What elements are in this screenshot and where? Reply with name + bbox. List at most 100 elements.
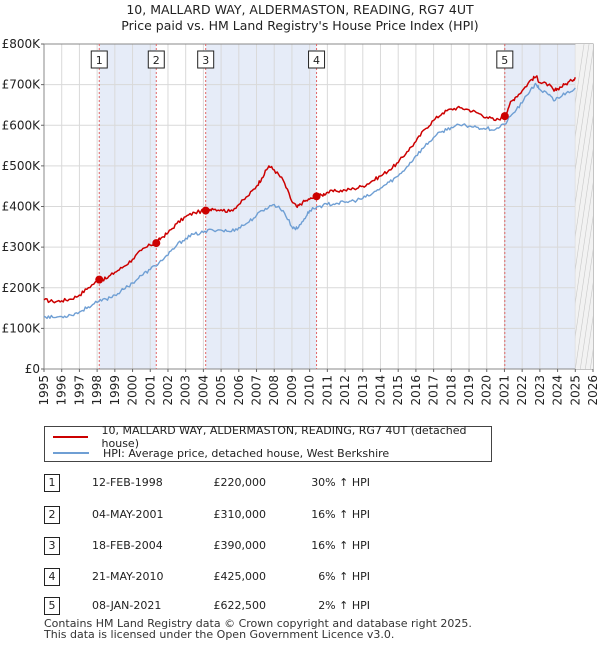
sale-hpi-change: 16% ↑ HPI bbox=[311, 508, 370, 521]
sale-date: 12-FEB-1998 bbox=[92, 476, 163, 489]
x-tick-label: 2000 bbox=[126, 375, 140, 406]
x-tick-label: 1997 bbox=[72, 375, 86, 406]
forecast-hatch-line bbox=[575, 215, 594, 338]
sale-price: £622,500 bbox=[213, 599, 267, 612]
y-tick-label: £300K bbox=[2, 240, 42, 254]
forecast-hatch-line bbox=[579, 282, 594, 369]
x-tick-label: 2006 bbox=[232, 375, 246, 406]
x-tick-label: 2005 bbox=[214, 375, 228, 406]
x-tick-label: 2016 bbox=[409, 375, 423, 406]
sale-marker-box bbox=[90, 50, 108, 69]
sale-hpi-change: 6% ↑ HPI bbox=[318, 570, 370, 583]
x-tick-label: 1999 bbox=[108, 375, 122, 406]
x-tick-label: 2008 bbox=[267, 375, 281, 406]
sale-point bbox=[500, 112, 509, 121]
sale-number-badge: 5 bbox=[44, 597, 60, 615]
x-tick-label: 2012 bbox=[338, 375, 352, 406]
x-tick-label: 2026 bbox=[586, 375, 600, 406]
sale-number-badge: 2 bbox=[44, 506, 60, 524]
footer-copyright: Contains HM Land Registry data © Crown c… bbox=[44, 617, 472, 630]
sale-price: £220,000 bbox=[213, 476, 267, 489]
sale-number-badge: 4 bbox=[44, 568, 60, 586]
sale-marker-number: 3 bbox=[202, 54, 209, 67]
y-tick-label: £200K bbox=[2, 281, 42, 295]
x-tick-label: 1996 bbox=[55, 375, 69, 406]
y-tick-label: £0 bbox=[25, 362, 40, 376]
sale-number-badge: 3 bbox=[44, 537, 60, 555]
price-chart: £0 £100K £200K £300K £400K £500K £600K £700K £80… bbox=[2, 37, 600, 406]
x-tick-label: 2015 bbox=[391, 375, 405, 406]
sale-row: 5 08-JAN-2021 £622,500 2% ↑ HPI bbox=[0, 597, 600, 617]
sale-marker-box bbox=[197, 50, 215, 69]
forecast-hatch-line bbox=[575, 248, 594, 369]
sale-marker-box bbox=[308, 50, 326, 69]
legend-label-property: 10, MALLARD WAY, ALDERMASTON, READING, R… bbox=[101, 424, 467, 450]
y-tick-label: £600K bbox=[2, 118, 42, 132]
y-tick-label: £400K bbox=[2, 200, 42, 214]
chart-title-line-2: Price paid vs. HM Land Registry's House … bbox=[121, 18, 479, 33]
x-tick-label: 2011 bbox=[320, 375, 334, 406]
footer: Contains HM Land Registry data © Crown c… bbox=[44, 618, 472, 640]
forecast-hatch-line bbox=[575, 82, 594, 205]
x-tick-label: 1995 bbox=[37, 375, 51, 406]
sale-marker-number: 4 bbox=[313, 54, 320, 67]
x-tick-label: 2001 bbox=[143, 375, 157, 406]
legend-item-property: 10, MALLARD WAY, ALDERMASTON, READING, R… bbox=[53, 424, 491, 450]
sale-marker-number: 5 bbox=[501, 54, 508, 67]
legend-label-hpi: HPI: Average price, detached house, West… bbox=[103, 446, 390, 460]
sale-hpi-change: 2% ↑ HPI bbox=[318, 599, 370, 612]
sale-number-badge: 1 bbox=[44, 474, 60, 492]
x-tick-label: 2023 bbox=[533, 375, 547, 406]
x-tick-label: 2002 bbox=[161, 375, 175, 406]
x-tick-label: 2018 bbox=[444, 375, 458, 406]
sale-point bbox=[312, 192, 321, 201]
legend-swatch-hpi bbox=[53, 452, 89, 454]
x-tick-label: 2024 bbox=[551, 375, 565, 406]
chart-title: 10, MALLARD WAY, ALDERMASTON, READING, R… bbox=[0, 2, 600, 34]
x-tick-label: 2014 bbox=[373, 375, 387, 406]
x-tick-label: 2021 bbox=[497, 375, 511, 406]
x-tick-label: 2020 bbox=[480, 375, 494, 406]
x-tick-label: 2019 bbox=[462, 375, 476, 406]
sale-date: 04-MAY-2001 bbox=[92, 508, 164, 521]
x-tick-label: 2013 bbox=[356, 375, 370, 406]
y-tick-label: £800K bbox=[2, 37, 42, 51]
sale-marker-number: 1 bbox=[96, 54, 103, 67]
sale-date: 18-FEB-2004 bbox=[92, 539, 163, 552]
forecast-region bbox=[575, 44, 600, 369]
sale-row: 3 18-FEB-2004 £390,000 16% ↑ HPI bbox=[0, 537, 600, 557]
x-tick-label: 2025 bbox=[568, 375, 582, 406]
sale-price: £390,000 bbox=[213, 539, 267, 552]
sale-date: 21-MAY-2010 bbox=[92, 570, 164, 583]
sale-marker-box bbox=[496, 50, 514, 69]
chart-title-line-1: 10, MALLARD WAY, ALDERMASTON, READING, R… bbox=[126, 2, 474, 17]
sale-marker-number: 2 bbox=[153, 54, 160, 67]
x-tick-label: 1998 bbox=[90, 375, 104, 406]
sale-row: 1 12-FEB-1998 £220,000 30% ↑ HPI bbox=[0, 474, 600, 494]
sale-price: £425,000 bbox=[213, 570, 267, 583]
series-line-hpi bbox=[43, 82, 576, 320]
sale-hpi-change: 16% ↑ HPI bbox=[311, 539, 370, 552]
footer-licence: This data is licensed under the Open Gov… bbox=[44, 628, 395, 641]
forecast-hatch-line bbox=[575, 44, 590, 138]
forecast-hatch-line bbox=[575, 148, 594, 272]
legend-item-hpi: HPI: Average price, detached house, West… bbox=[53, 445, 389, 461]
forecast-hatch-line bbox=[595, 44, 600, 369]
sale-marker-box bbox=[147, 50, 165, 69]
sale-hpi-change: 30% ↑ HPI bbox=[311, 476, 370, 489]
sale-row: 2 04-MAY-2001 £310,000 16% ↑ HPI bbox=[0, 506, 600, 526]
x-tick-label: 2009 bbox=[285, 375, 299, 406]
sale-point bbox=[95, 275, 104, 284]
x-tick-label: 2022 bbox=[515, 375, 529, 406]
y-tick-label: £100K bbox=[2, 321, 42, 335]
sale-price: £310,000 bbox=[213, 508, 267, 521]
forecast-hatch-line bbox=[575, 44, 585, 105]
x-tick-label: 2003 bbox=[179, 375, 193, 406]
sale-point bbox=[152, 239, 161, 248]
forecast-hatch-line bbox=[575, 48, 594, 172]
forecast-hatch-line bbox=[575, 182, 594, 305]
sale-date: 08-JAN-2021 bbox=[92, 599, 162, 612]
forecast-hatch-line bbox=[575, 115, 594, 238]
legend-swatch-property bbox=[53, 436, 88, 438]
y-tick-label: £500K bbox=[2, 159, 42, 173]
